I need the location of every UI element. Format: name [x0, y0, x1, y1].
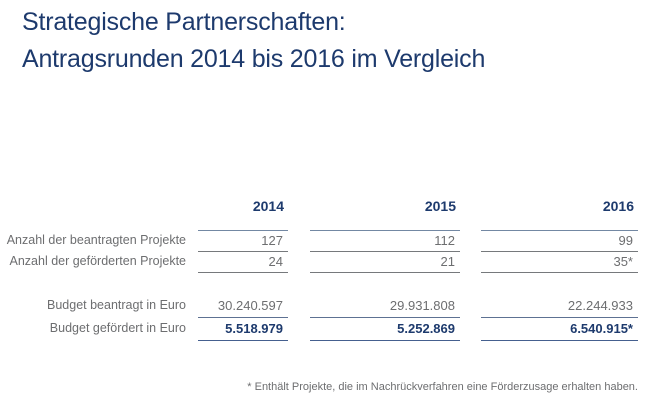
- table-row-gefoerderte-projekte: Anzahl der geförderten Projekte 24 21 35…: [0, 252, 639, 273]
- cell-value: 5.252.869: [310, 318, 460, 341]
- table-header-row: 2014 2015 2016: [0, 196, 639, 230]
- cell-value: 99: [481, 230, 638, 252]
- section-spacer: [0, 273, 639, 297]
- cell-value: 6.540.915*: [481, 318, 638, 341]
- header-label-spacer: [0, 196, 186, 230]
- row-label: Anzahl der geförderten Projekte: [9, 254, 187, 268]
- column-header-2015: 2015: [424, 198, 456, 214]
- row-label: Budget beantragt in Euro: [47, 298, 186, 312]
- comparison-table: 2014 2015 2016 Anzahl der beantragten Pr…: [0, 196, 639, 341]
- cell-value: 127: [198, 230, 288, 252]
- row-label: Budget gefördert in Euro: [49, 321, 186, 335]
- cell-value: 5.518.979: [198, 318, 288, 341]
- table-footnote: * Enthält Projekte, die im Nachrückverfa…: [247, 381, 638, 393]
- cell-value: 112: [310, 230, 460, 252]
- cell-value: 21: [310, 252, 460, 273]
- table-row-budget-beantragt: Budget beantragt in Euro 30.240.597 29.9…: [0, 297, 639, 318]
- page-title: Strategische Partnerschaften: Antragsrun…: [22, 4, 485, 78]
- page-title-line-1: Strategische Partnerschaften:: [22, 8, 346, 36]
- cell-value: 24: [198, 252, 288, 273]
- row-label: Anzahl der beantragten Projekte: [6, 233, 186, 247]
- column-header-2016: 2016: [602, 198, 634, 214]
- table-row-budget-gefoerdert: Budget gefördert in Euro 5.518.979 5.252…: [0, 318, 639, 341]
- cell-value: 29.931.808: [310, 297, 460, 318]
- page-title-line-2: Antragsrunden 2014 bis 2016 im Vergleich: [22, 45, 486, 73]
- cell-value: 22.244.933: [481, 297, 638, 318]
- table-row-beantragte-projekte: Anzahl der beantragten Projekte 127 112 …: [0, 230, 639, 252]
- cell-value: 30.240.597: [198, 297, 288, 318]
- column-header-2014: 2014: [252, 198, 284, 214]
- cell-value: 35*: [481, 252, 638, 273]
